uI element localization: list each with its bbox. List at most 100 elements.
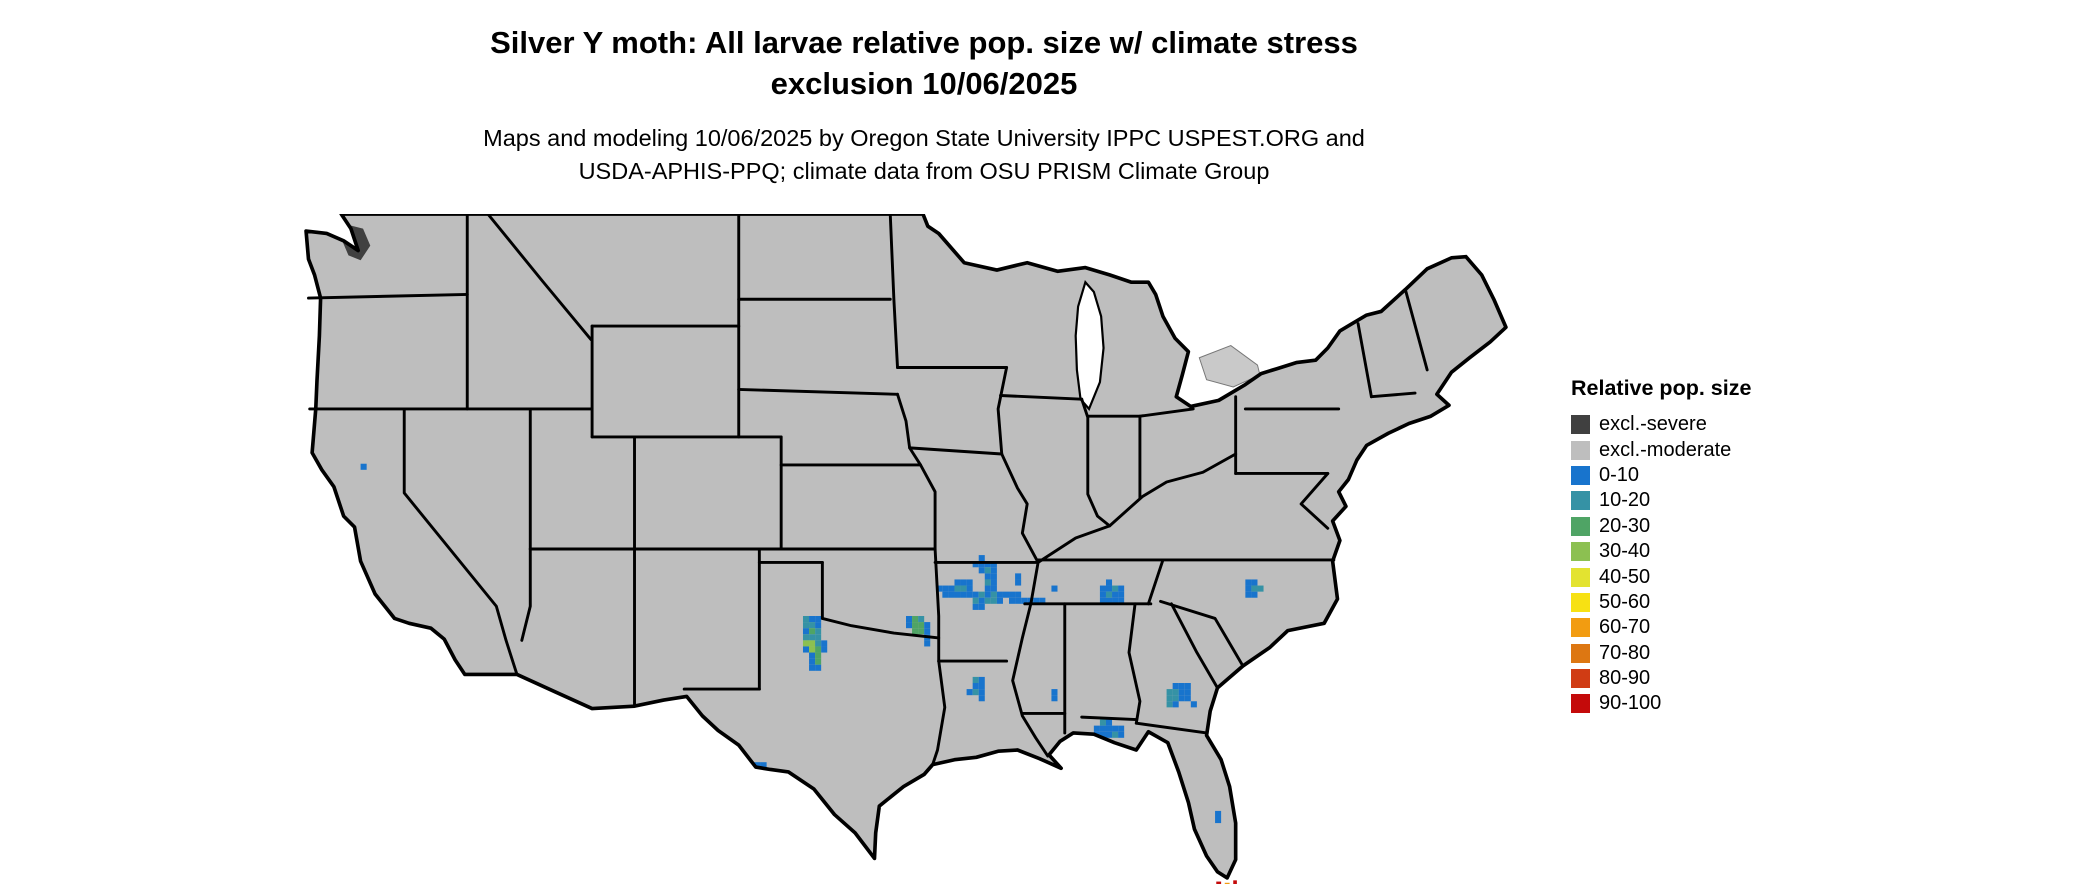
raster-cell (924, 810, 931, 817)
raster-cell (1118, 597, 1125, 604)
state-border (896, 392, 937, 551)
state-border (1369, 391, 1417, 399)
raster-cell (1172, 689, 1179, 696)
raster-cell (1166, 689, 1173, 696)
raster-cell (1118, 591, 1125, 598)
raster-cell (966, 689, 973, 696)
raster-cell (972, 676, 979, 683)
raster-cell (930, 798, 937, 805)
raster-cell (802, 829, 810, 836)
raster-cell (815, 652, 822, 659)
raster-cell (984, 561, 991, 568)
raster-cell (1215, 725, 1222, 732)
raster-cell (796, 841, 803, 848)
raster-cell (912, 616, 919, 623)
raster-cell (984, 597, 991, 604)
legend-swatch (1571, 592, 1590, 612)
legend-item: 90-100 (1571, 691, 1751, 716)
raster-cell (918, 798, 925, 805)
legend: Relative pop. size excl.-severe excl.-mod… (1571, 376, 1751, 717)
raster-cell (760, 762, 767, 769)
raster-cell (1118, 585, 1125, 592)
legend-item: 70-80 (1571, 641, 1751, 666)
map-subtitle-line1: Maps and modeling 10/06/2025 by Oregon S… (483, 125, 1365, 151)
raster-cell (978, 555, 985, 562)
raster-cell (1112, 591, 1119, 598)
raster-cell (815, 835, 822, 842)
raster-cell (1245, 591, 1252, 598)
legend-label: 40-50 (1599, 565, 1651, 588)
raster-cell (930, 804, 937, 811)
raster-cell (1172, 695, 1179, 702)
legend-item: 30-40 (1571, 539, 1751, 564)
raster-cell (990, 585, 997, 592)
raster-cell (815, 841, 822, 848)
raster-cell (1166, 701, 1173, 708)
legend-item: 60-70 (1571, 615, 1751, 640)
raster-cell (1112, 731, 1119, 738)
raster-cell (960, 585, 967, 592)
legend-item: 50-60 (1571, 590, 1751, 615)
raster-cell (802, 646, 810, 653)
raster-cell (1099, 725, 1106, 732)
legend-swatch (1571, 491, 1590, 511)
raster-cell (978, 689, 985, 696)
raster-cell (924, 622, 931, 629)
raster-cell (996, 597, 1003, 604)
state-border (1127, 602, 1142, 725)
raster-cell (815, 658, 822, 665)
raster-cell (821, 841, 828, 848)
raster-cell (809, 847, 816, 854)
raster-cell (942, 591, 949, 598)
raster-cell (978, 695, 985, 702)
raster-cell (1245, 585, 1252, 592)
raster-cell (1184, 695, 1191, 702)
raster-cell (815, 829, 822, 836)
legend-label: 20-30 (1599, 514, 1651, 537)
raster-cell (972, 591, 979, 598)
raster-cell (815, 640, 822, 647)
raster-cell (815, 664, 822, 671)
raster-cell (809, 658, 816, 665)
raster-cell (906, 798, 913, 805)
legend-label: excl.-moderate (1599, 438, 1732, 461)
raster-cell (1021, 597, 1028, 604)
raster-cell (1178, 689, 1185, 696)
legend-label: 30-40 (1599, 540, 1651, 563)
raster-cell (1009, 591, 1016, 598)
raster-cell (918, 628, 925, 635)
legend-swatch (1571, 618, 1590, 638)
raster-cell (918, 804, 925, 811)
raster-cell (1039, 597, 1046, 604)
raster-cell (1051, 585, 1058, 592)
raster-cell (1184, 689, 1191, 696)
raster-cell (1257, 585, 1264, 592)
raster-cell (942, 585, 949, 592)
raster-cell (815, 622, 822, 629)
raster-cell (1215, 719, 1222, 726)
raster-cell (802, 628, 810, 635)
raster-cell (802, 847, 810, 854)
raster-cell (1105, 585, 1113, 592)
raster-cell (1172, 683, 1179, 690)
raster-cell (1118, 725, 1125, 732)
raster-cell (809, 628, 816, 635)
us-landmass (306, 214, 1506, 878)
raster-cell (802, 640, 810, 647)
raster-cell (1033, 597, 1040, 604)
raster-cell (990, 573, 997, 580)
raster-cell (1099, 731, 1106, 738)
raster-cell (809, 640, 816, 647)
raster-cell (1251, 585, 1258, 592)
raster-cell (984, 573, 991, 580)
raster-cell (802, 841, 810, 848)
raster-cell (802, 835, 810, 842)
raster-cell (809, 664, 816, 671)
raster-cell (918, 810, 925, 817)
raster-cell (1172, 701, 1179, 708)
raster-cell (960, 579, 967, 586)
raster-cell (1015, 597, 1022, 604)
raster-cell (1251, 579, 1258, 586)
raster-cell (1118, 731, 1125, 738)
raster-cell (984, 585, 991, 592)
